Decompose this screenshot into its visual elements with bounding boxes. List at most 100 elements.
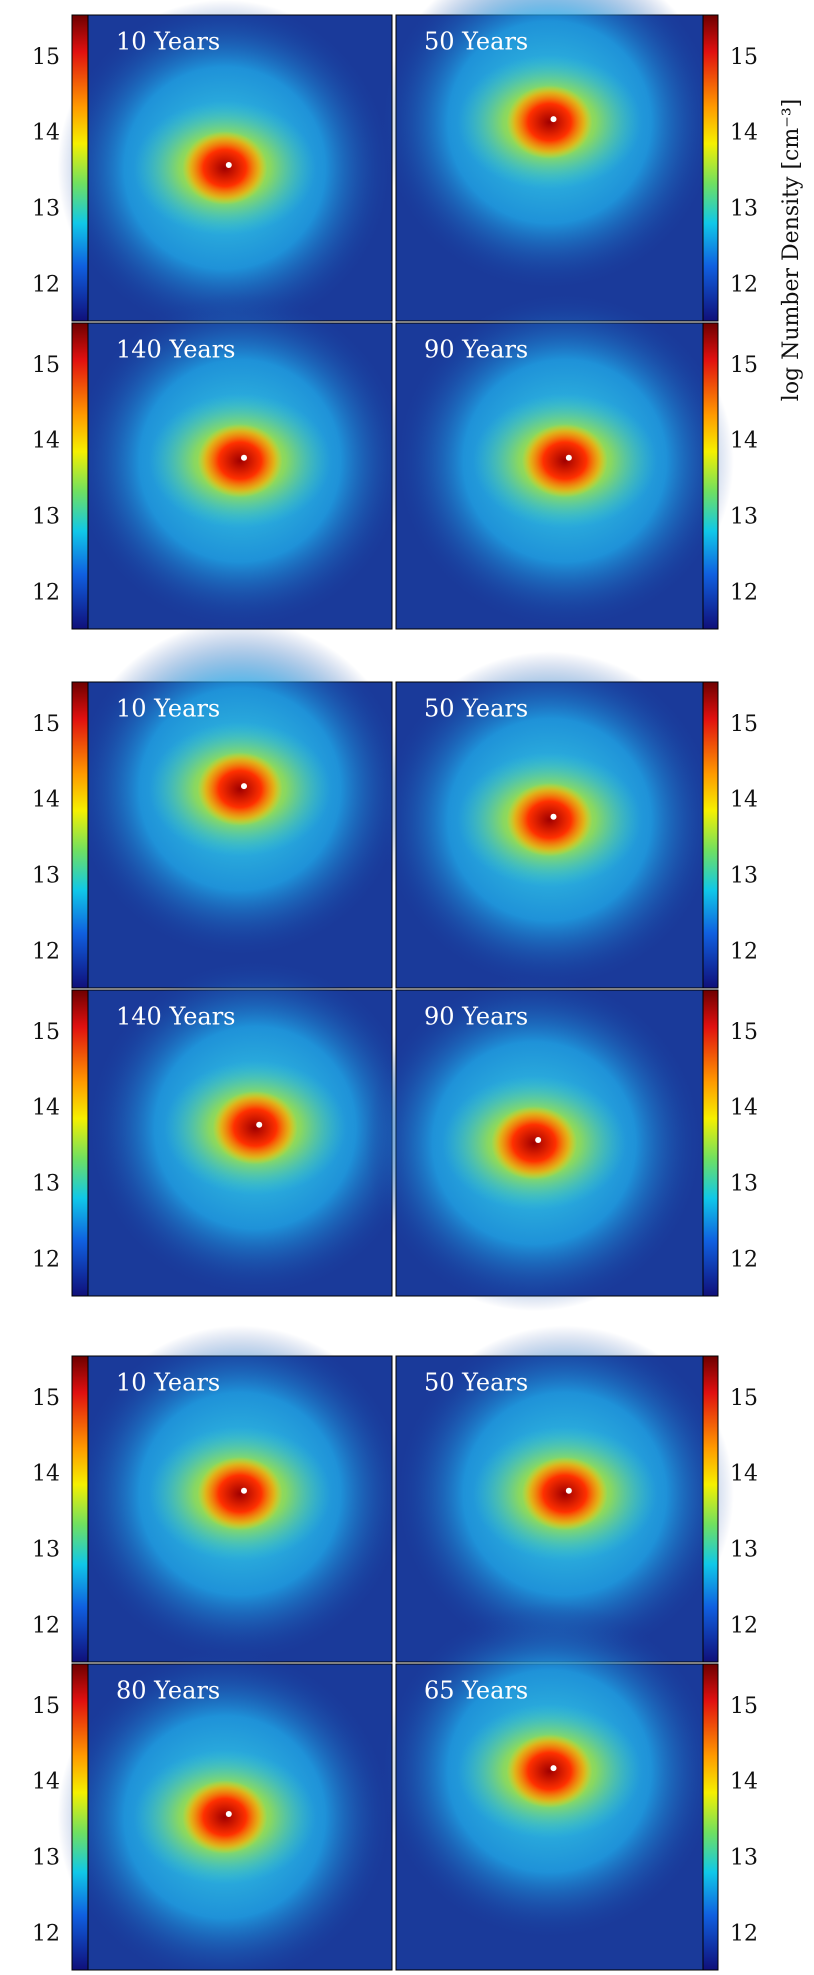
sink-particle [241,1487,247,1494]
panel: 140 Years [72,292,408,630]
panel-label: 50 Years [424,28,528,56]
sink-particle [225,162,232,168]
colorbar-tick-label: 13 [730,864,758,889]
colorbar-tick-label: 12 [730,940,758,965]
colorbar-tick-label: 13 [32,1846,60,1871]
panel-label: 80 Years [116,1677,220,1705]
colorbar-tick-label: 14 [730,1096,758,1121]
colorbar-tick-label: 15 [32,353,60,378]
colorbar-tick-label: 14 [32,1096,60,1121]
colorbar [702,14,719,322]
colorbar-tick-label: 12 [730,581,758,606]
density-core [182,131,268,205]
panel: 140 Years [87,959,423,1297]
colorbar-tick-label: 12 [32,940,60,965]
panel-label: 10 Years [116,1369,220,1397]
panel-label: 90 Years [424,1003,528,1031]
colorbar-tick-label: 15 [730,1694,758,1719]
colorbar-tick-label: 15 [32,1386,60,1411]
sink-particle [565,1487,572,1494]
density-core [491,1106,578,1180]
sink-particle [256,1121,263,1128]
colorbar-tick-label: 13 [730,197,758,222]
colorbar-tick-label: 14 [32,1462,60,1487]
colorbar [702,989,719,1297]
sink-particle [225,1811,232,1817]
density-core [197,752,283,826]
panel: 10 Years [72,620,408,989]
panel: 50 Years [380,651,719,989]
colorbar [71,1663,89,1971]
colorbar-tick-label: 14 [32,429,60,454]
colorbar [702,1355,719,1663]
colorbar-tick-label: 12 [730,1922,758,1947]
colorbar-tick-label: 12 [32,581,60,606]
axis-label: log Number Density [cm⁻³] [779,99,804,401]
density-core [212,1090,298,1165]
colorbar-tick-label: 12 [730,273,758,298]
panel: 10 Years [72,1325,408,1663]
colorbar-tick-label: 15 [730,353,758,378]
panel: 90 Years [395,292,734,630]
density-core [521,423,608,498]
colorbar-tick-label: 15 [730,1386,758,1411]
sink-particle [550,813,557,820]
colorbar-tick-label: 12 [730,1248,758,1273]
colorbar-tick-label: 12 [32,1922,60,1947]
colorbar-tick-label: 14 [32,121,60,146]
sink-particle [241,454,247,461]
colorbar [71,989,89,1297]
colorbar-tick-label: 13 [32,1172,60,1197]
colorbar-tick-label: 15 [32,1694,60,1719]
colorbar-tick-label: 13 [730,1846,758,1871]
colorbar [702,1663,719,1971]
colorbar-tick-label: 14 [730,1770,758,1795]
density-core [506,782,593,857]
panel-label: 50 Years [424,1369,528,1397]
panel-label: 140 Years [116,336,236,364]
colorbar-tick-label: 12 [32,1248,60,1273]
colorbar-tick-label: 13 [32,864,60,889]
panel: 50 Years [380,0,719,322]
colorbar-tick-label: 13 [32,1538,60,1563]
colorbar-tick-label: 15 [32,1020,60,1045]
density-core [197,423,283,498]
colorbar [71,1355,89,1663]
colorbar-tick-label: 13 [32,505,60,530]
colorbar-tick-label: 13 [730,505,758,530]
colorbar-tick-label: 14 [32,788,60,813]
colorbar-tick-label: 15 [730,1020,758,1045]
panel: 10 Years [57,0,393,337]
sink-particle [241,783,247,790]
colorbar-tick-label: 14 [32,1770,60,1795]
density-core [521,1456,608,1531]
panel-label: 10 Years [116,28,220,56]
colorbar-tick-label: 13 [32,197,60,222]
colorbar-tick-label: 14 [730,121,758,146]
colorbar-tick-label: 15 [730,45,758,70]
colorbar [71,14,89,322]
sink-particle [565,454,572,461]
colorbar-tick-label: 14 [730,788,758,813]
colorbar [702,322,719,630]
sink-particle [550,116,557,123]
colorbar [71,681,89,989]
panel: 90 Years [365,974,704,1312]
colorbar-tick-label: 14 [730,1462,758,1487]
panel-label: 10 Years [116,695,220,723]
panel-label: 65 Years [424,1677,528,1705]
colorbar-tick-label: 12 [32,273,60,298]
colorbar-tick-label: 12 [32,1614,60,1639]
density-core [506,85,593,159]
panel-label: 140 Years [116,1003,236,1031]
panel-label: 50 Years [424,695,528,723]
sink-particle [535,1137,542,1143]
panel-label: 90 Years [424,336,528,364]
colorbar-tick-label: 15 [32,45,60,70]
panel: 65 Years [380,1602,719,1971]
colorbar [702,681,719,989]
colorbar-tick-label: 13 [730,1538,758,1563]
colorbar [71,322,89,630]
density-core [506,1734,593,1808]
